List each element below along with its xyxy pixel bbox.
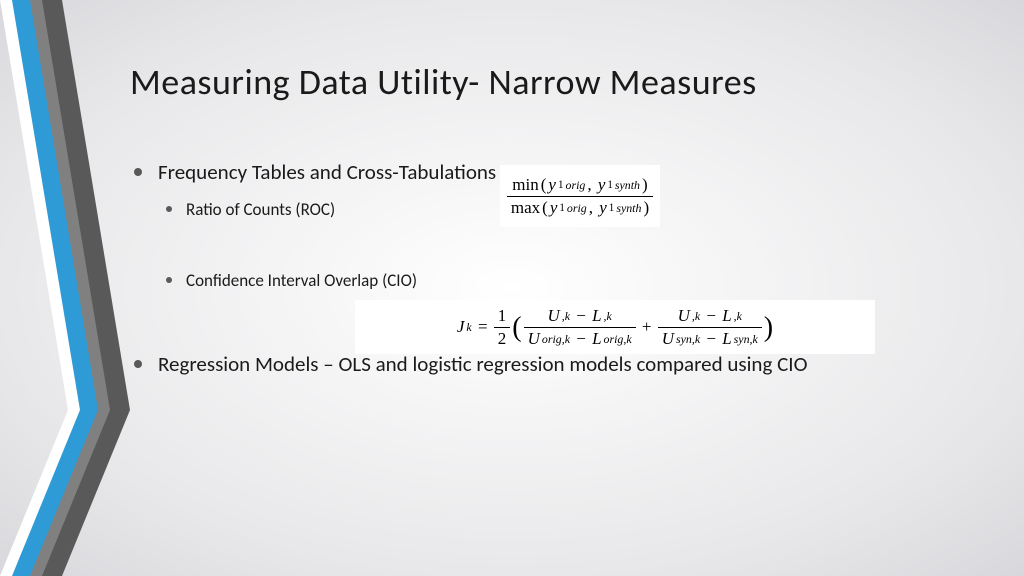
formula-cio: Jk = 1 2 ( U,k − L,k Uorig,k − Lorig,k +… xyxy=(355,300,875,354)
bullet-regression: Regression Models – OLS and logistic reg… xyxy=(130,351,990,377)
bullet-cio: Confidence Interval Overlap (CIO) xyxy=(158,270,990,291)
stripe-grey-mid xyxy=(28,0,110,576)
bullet-freq-text: Frequency Tables and Cross-Tabulations xyxy=(158,159,496,185)
stripe-grey-dark xyxy=(38,0,130,576)
slide-title: Measuring Data Utility- Narrow Measures xyxy=(130,60,990,104)
formula-roc: min(y1orig, y1synth) max(y1orig, y1synth… xyxy=(500,165,660,227)
stripe-white xyxy=(0,0,80,576)
stripe-blue xyxy=(8,0,98,576)
